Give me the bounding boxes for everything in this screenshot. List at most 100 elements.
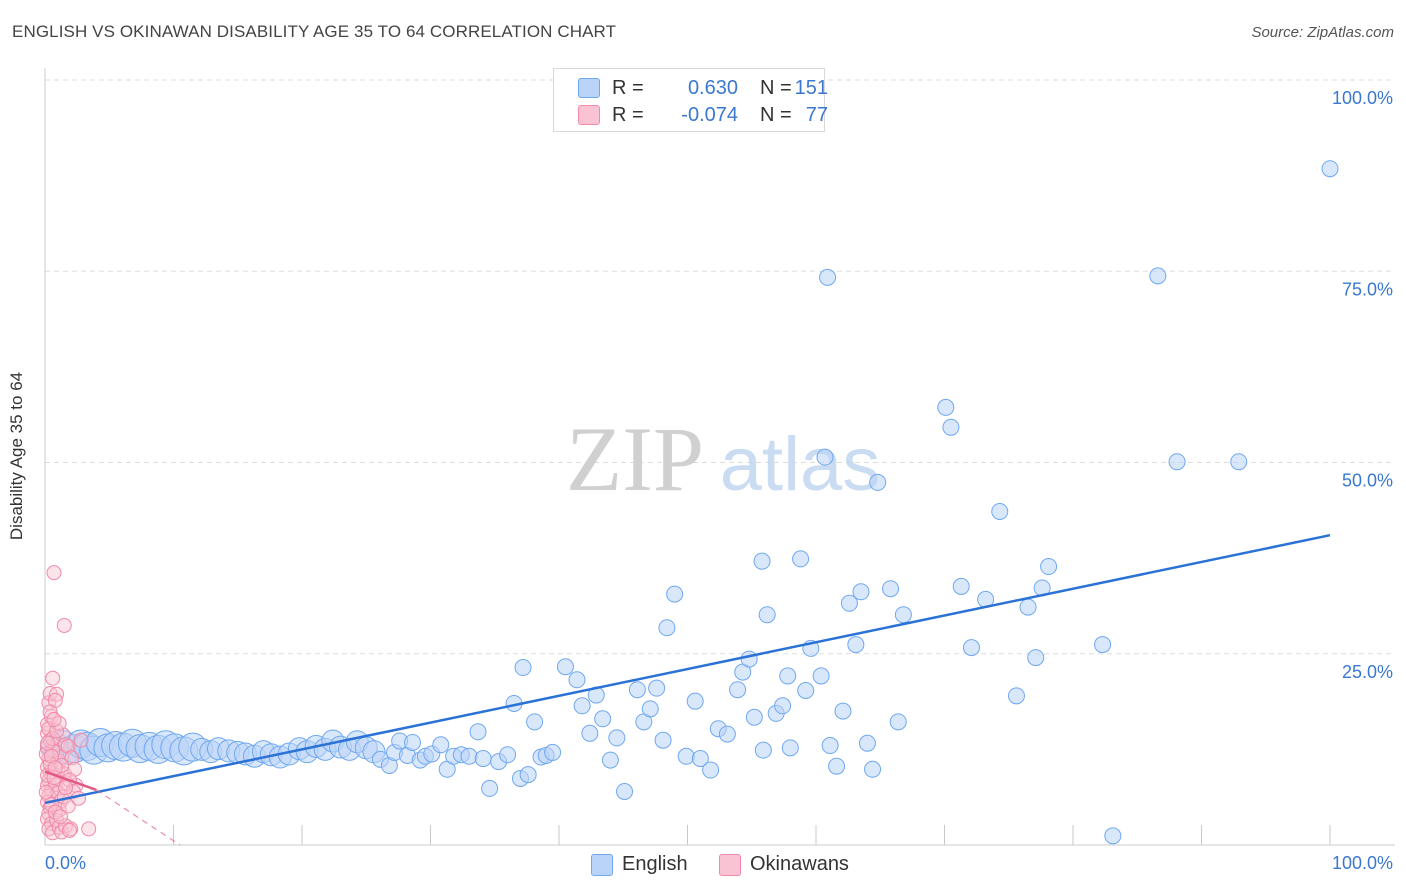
english-point	[1027, 649, 1045, 667]
english-point	[774, 697, 792, 715]
okinawan-point	[61, 822, 77, 838]
english-point	[519, 766, 537, 784]
english-point	[729, 681, 747, 699]
english-point	[937, 398, 955, 416]
x-tick-label: 0.0%	[45, 853, 86, 873]
english-point	[821, 737, 839, 755]
watermark-zip: ZIP	[566, 408, 704, 510]
okinawan-point	[46, 712, 62, 728]
english-point	[616, 782, 634, 800]
english-point	[858, 734, 876, 752]
english-point	[847, 636, 865, 654]
english-point	[648, 679, 666, 697]
english-point	[991, 502, 1009, 520]
okinawans-legend-label: Okinawans	[750, 853, 849, 875]
english-point	[1230, 453, 1248, 471]
y-tick-label: 100.0%	[1332, 88, 1393, 108]
english-point	[594, 710, 612, 728]
okinawan-n-label: N =	[760, 104, 792, 126]
okinawan-swatch	[578, 105, 600, 125]
okinawan-point	[40, 735, 56, 751]
english-point	[573, 697, 591, 715]
english-point	[816, 448, 834, 466]
english-point	[1007, 687, 1025, 705]
english-point	[864, 760, 882, 778]
okinawan-point	[64, 750, 80, 766]
english-n-label: N =	[760, 77, 792, 99]
english-point	[628, 681, 646, 699]
english-point	[404, 733, 422, 751]
axes	[44, 68, 1395, 846]
okinawan-point	[73, 732, 89, 748]
english-point	[718, 725, 736, 743]
english-point	[641, 700, 659, 718]
english-point	[753, 552, 771, 570]
trend-lines	[44, 533, 1331, 846]
english-point	[1149, 267, 1167, 285]
y-tick-label: 25.0%	[1342, 662, 1393, 682]
english-point	[691, 750, 709, 768]
english-point	[474, 750, 492, 768]
english-point	[608, 729, 626, 747]
english-point	[666, 585, 684, 603]
okinawans-legend-swatch	[719, 854, 741, 876]
english-point	[758, 606, 776, 624]
english-point	[481, 779, 499, 797]
english-point	[526, 713, 544, 731]
english-point	[962, 639, 980, 657]
english-point	[499, 746, 517, 764]
y-axis-label: Disability Age 35 to 64	[7, 371, 26, 541]
english-point	[754, 741, 772, 759]
y-tick-label: 75.0%	[1342, 279, 1393, 299]
english-trend-line	[44, 533, 1331, 805]
okinawan-point	[42, 704, 58, 720]
okinawan-r-label: R =	[612, 104, 644, 126]
english-point	[834, 702, 852, 720]
okinawan-point	[43, 748, 59, 764]
english-point	[942, 418, 960, 436]
english-point	[1094, 636, 1112, 654]
okinawan-point	[58, 780, 74, 796]
english-point	[677, 747, 695, 765]
english-point	[889, 713, 907, 731]
english-point	[779, 667, 797, 685]
english-point	[469, 723, 487, 741]
source-credit: Source: ZipAtlas.com	[1251, 24, 1394, 41]
english-point	[812, 667, 830, 685]
watermark-atlas: atlas	[720, 422, 881, 507]
english-point	[781, 739, 799, 757]
english-point	[828, 757, 846, 775]
english-point	[952, 577, 970, 595]
okinawan-trend-extension	[96, 789, 181, 846]
english-r-label: R =	[612, 77, 644, 99]
okinawan-point	[60, 738, 76, 754]
okinawan-point	[49, 686, 65, 702]
correlation-legend: R = 0.630 N = 151 R = -0.074 N = 77	[553, 68, 828, 132]
english-point	[544, 743, 562, 761]
watermark: ZIP atlas	[566, 408, 880, 510]
okinawan-point	[51, 715, 67, 731]
english-point	[686, 692, 704, 710]
english-point	[869, 473, 887, 491]
english-swatch	[578, 78, 600, 98]
english-point	[432, 736, 450, 754]
english-point	[702, 761, 720, 779]
english-point	[819, 268, 837, 286]
tick-labels: 25.0% 50.0% 75.0% 100.0% 0.0% 100.0%	[45, 88, 1393, 873]
english-point	[1040, 558, 1058, 576]
english-point	[658, 619, 676, 637]
english-point	[745, 708, 763, 726]
english-point	[882, 580, 900, 598]
english-point	[1104, 827, 1122, 845]
english-point	[1321, 160, 1339, 178]
okinawan-point	[81, 821, 97, 837]
english-legend-swatch	[591, 854, 613, 876]
english-point	[568, 671, 586, 689]
chart-title: ENGLISH VS OKINAWAN DISABILITY AGE 35 TO…	[12, 22, 617, 41]
okinawan-point	[70, 790, 86, 806]
y-tick-label: 50.0%	[1342, 471, 1393, 491]
grid	[45, 79, 1395, 655]
english-point	[601, 751, 619, 769]
english-r-value: 0.630	[687, 77, 738, 99]
